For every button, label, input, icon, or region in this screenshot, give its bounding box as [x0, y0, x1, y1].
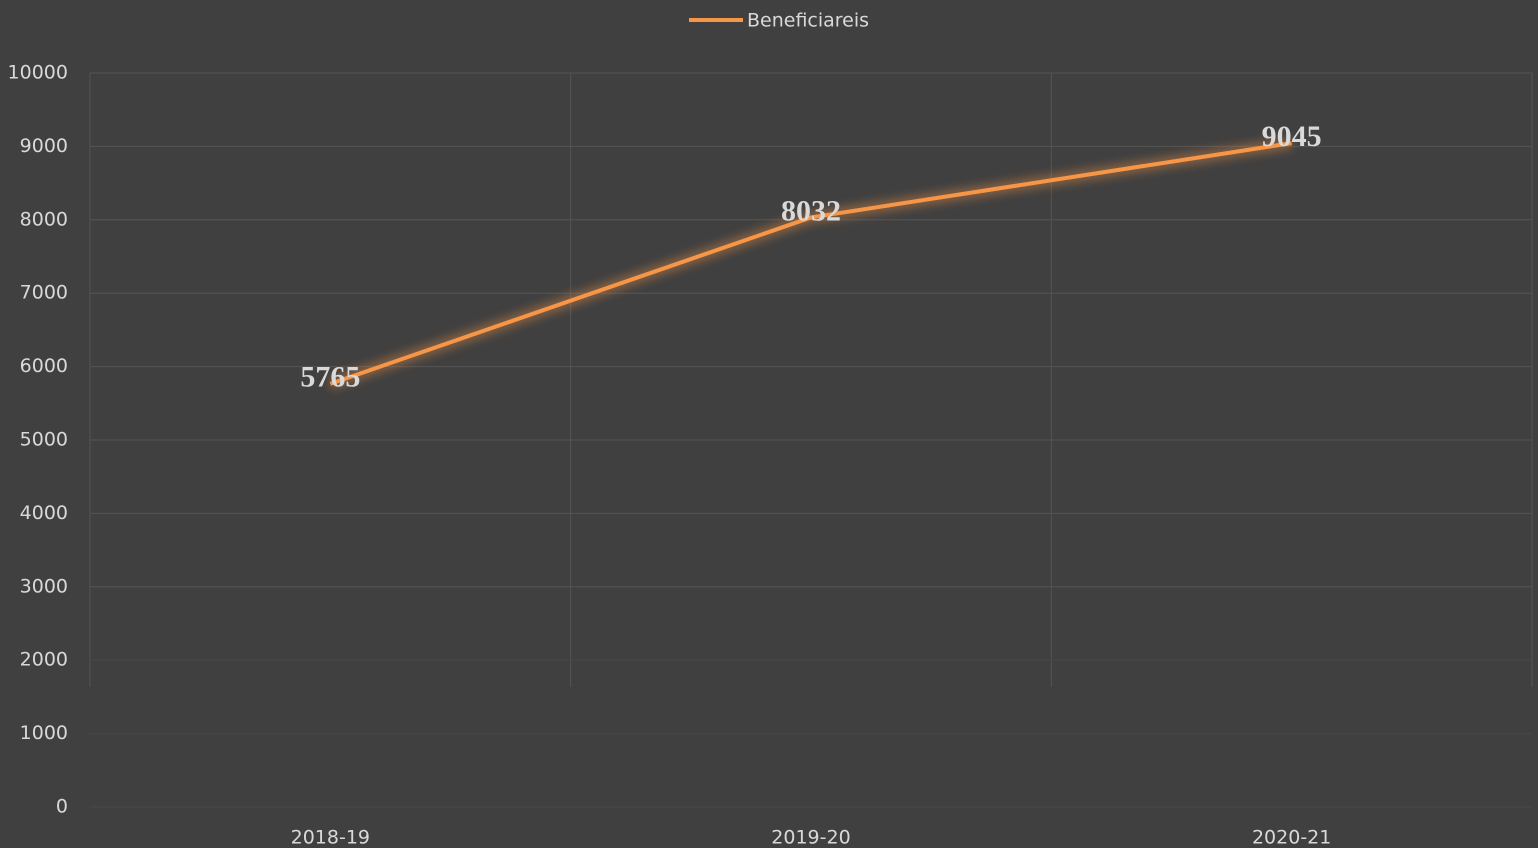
- y-tick-label: 3000: [20, 575, 68, 597]
- y-tick-label: 10000: [8, 62, 68, 84]
- x-tick-label: 2019-20: [771, 827, 850, 848]
- y-tick-label: 5000: [20, 429, 68, 451]
- y-tick-label: 0: [56, 796, 68, 818]
- y-tick-label: 7000: [20, 282, 68, 304]
- series-line: [329, 141, 1292, 386]
- y-tick-label: 4000: [20, 502, 68, 524]
- y-tick-label: 8000: [20, 208, 68, 230]
- data-label: 5765: [300, 361, 360, 394]
- y-tick-label: 2000: [20, 649, 68, 671]
- x-tick-label: 2018-19: [291, 827, 370, 848]
- y-tick-label: 6000: [20, 355, 68, 377]
- legend-label: Beneficiareis: [747, 10, 869, 32]
- data-label: 9045: [1262, 120, 1322, 153]
- y-tick-label: 1000: [20, 722, 68, 744]
- x-tick-label: 2020-21: [1252, 827, 1331, 848]
- y-tick-label: 9000: [20, 135, 68, 157]
- data-label: 8032: [781, 194, 841, 227]
